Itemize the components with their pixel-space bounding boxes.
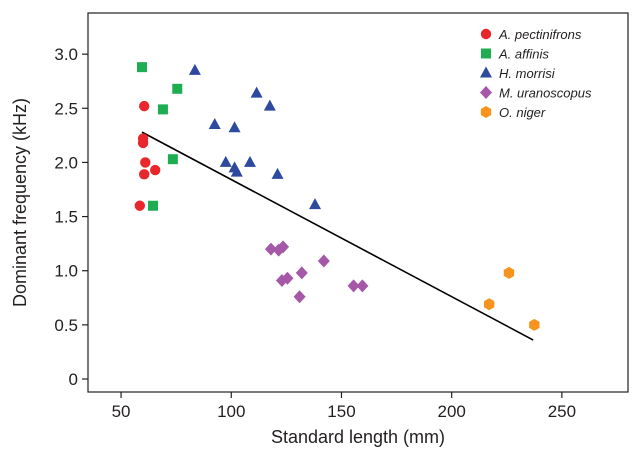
data-point-a-pectinifrons bbox=[139, 100, 150, 112]
data-point-a-pectinifrons bbox=[139, 169, 150, 180]
legend-label-m-uranoscopus: M. uranoscopus bbox=[499, 86, 592, 101]
data-point-a-affinis bbox=[157, 104, 168, 115]
x-tick-label: 150 bbox=[327, 402, 355, 421]
data-point-o-niger bbox=[529, 318, 540, 331]
data-point-m-uranoscopus bbox=[356, 279, 369, 293]
y-axis-label: Dominant frequency (kHz) bbox=[10, 98, 30, 307]
data-point-m-uranoscopus bbox=[317, 254, 330, 268]
data-point-m-uranoscopus bbox=[264, 242, 277, 256]
data-point-m-uranoscopus bbox=[281, 271, 294, 285]
data-point-a-affinis bbox=[148, 200, 159, 211]
data-point-h-morrisi bbox=[230, 165, 243, 177]
data-point-h-morrisi bbox=[271, 167, 284, 179]
y-tick-label: 1.0 bbox=[54, 262, 78, 281]
legend-marker-h-morrisi bbox=[480, 66, 492, 78]
y-tick-label: 3.0 bbox=[54, 45, 78, 64]
legend-marker-a-affinis bbox=[481, 48, 491, 59]
data-point-m-uranoscopus bbox=[347, 279, 360, 293]
data-point-o-niger bbox=[503, 266, 515, 279]
data-point-h-morrisi bbox=[250, 86, 263, 98]
y-tick-label: 0.5 bbox=[54, 316, 78, 335]
x-tick-label: 50 bbox=[112, 402, 131, 421]
axis-ticks: 50 100 150 200 250 0 0.5 1.0 1.5 2.0 2.5 3.0 bbox=[54, 45, 576, 421]
data-point-m-uranoscopus bbox=[295, 266, 308, 280]
legend-marker-a-pectinifrons bbox=[480, 28, 492, 40]
data-points bbox=[134, 62, 540, 331]
legend: A. pectinifrons A. affinis H. morrisi M. ur… bbox=[480, 27, 592, 120]
legend-marker-o-niger bbox=[480, 106, 492, 118]
regression-group bbox=[141, 131, 534, 341]
data-point-m-uranoscopus bbox=[277, 240, 290, 254]
y-tick-label: 0 bbox=[69, 370, 78, 389]
data-point-a-pectinifrons bbox=[150, 164, 161, 176]
plot-frame bbox=[87, 12, 629, 393]
legend-label-o-niger: O. niger bbox=[499, 105, 546, 120]
data-point-h-morrisi bbox=[188, 63, 201, 75]
data-point-h-morrisi bbox=[219, 155, 232, 167]
plot-area bbox=[87, 12, 629, 393]
data-point-a-pectinifrons bbox=[140, 157, 151, 168]
data-point-a-affinis bbox=[137, 62, 147, 73]
x-tick-label: 250 bbox=[548, 402, 576, 421]
legend-label-a-pectinifrons: A. pectinifrons bbox=[498, 27, 582, 42]
data-point-a-pectinifrons bbox=[134, 200, 145, 211]
legend-marker-m-uranoscopus bbox=[480, 86, 492, 99]
y-tick-label: 2.5 bbox=[54, 99, 78, 118]
data-point-a-affinis bbox=[167, 154, 178, 165]
data-point-a-affinis bbox=[172, 83, 183, 94]
data-point-h-morrisi bbox=[263, 99, 276, 111]
x-tick-label: 100 bbox=[217, 402, 245, 421]
data-point-a-pectinifrons bbox=[137, 137, 149, 149]
data-point-h-morrisi bbox=[309, 198, 322, 210]
x-tick-label: 200 bbox=[437, 402, 465, 421]
data-point-h-morrisi bbox=[208, 118, 221, 130]
x-axis-label: Standard length (mm) bbox=[271, 427, 445, 447]
legend-label-a-affinis: A. affinis bbox=[498, 47, 549, 62]
y-tick-label: 1.5 bbox=[54, 208, 78, 227]
data-point-o-niger bbox=[483, 298, 495, 311]
data-point-m-uranoscopus bbox=[293, 290, 306, 304]
regression-line bbox=[141, 131, 534, 341]
data-point-h-morrisi bbox=[244, 155, 256, 167]
legend-label-h-morrisi: H. morrisi bbox=[499, 66, 556, 81]
y-tick-label: 2.0 bbox=[54, 153, 78, 172]
data-point-h-morrisi bbox=[228, 121, 241, 133]
